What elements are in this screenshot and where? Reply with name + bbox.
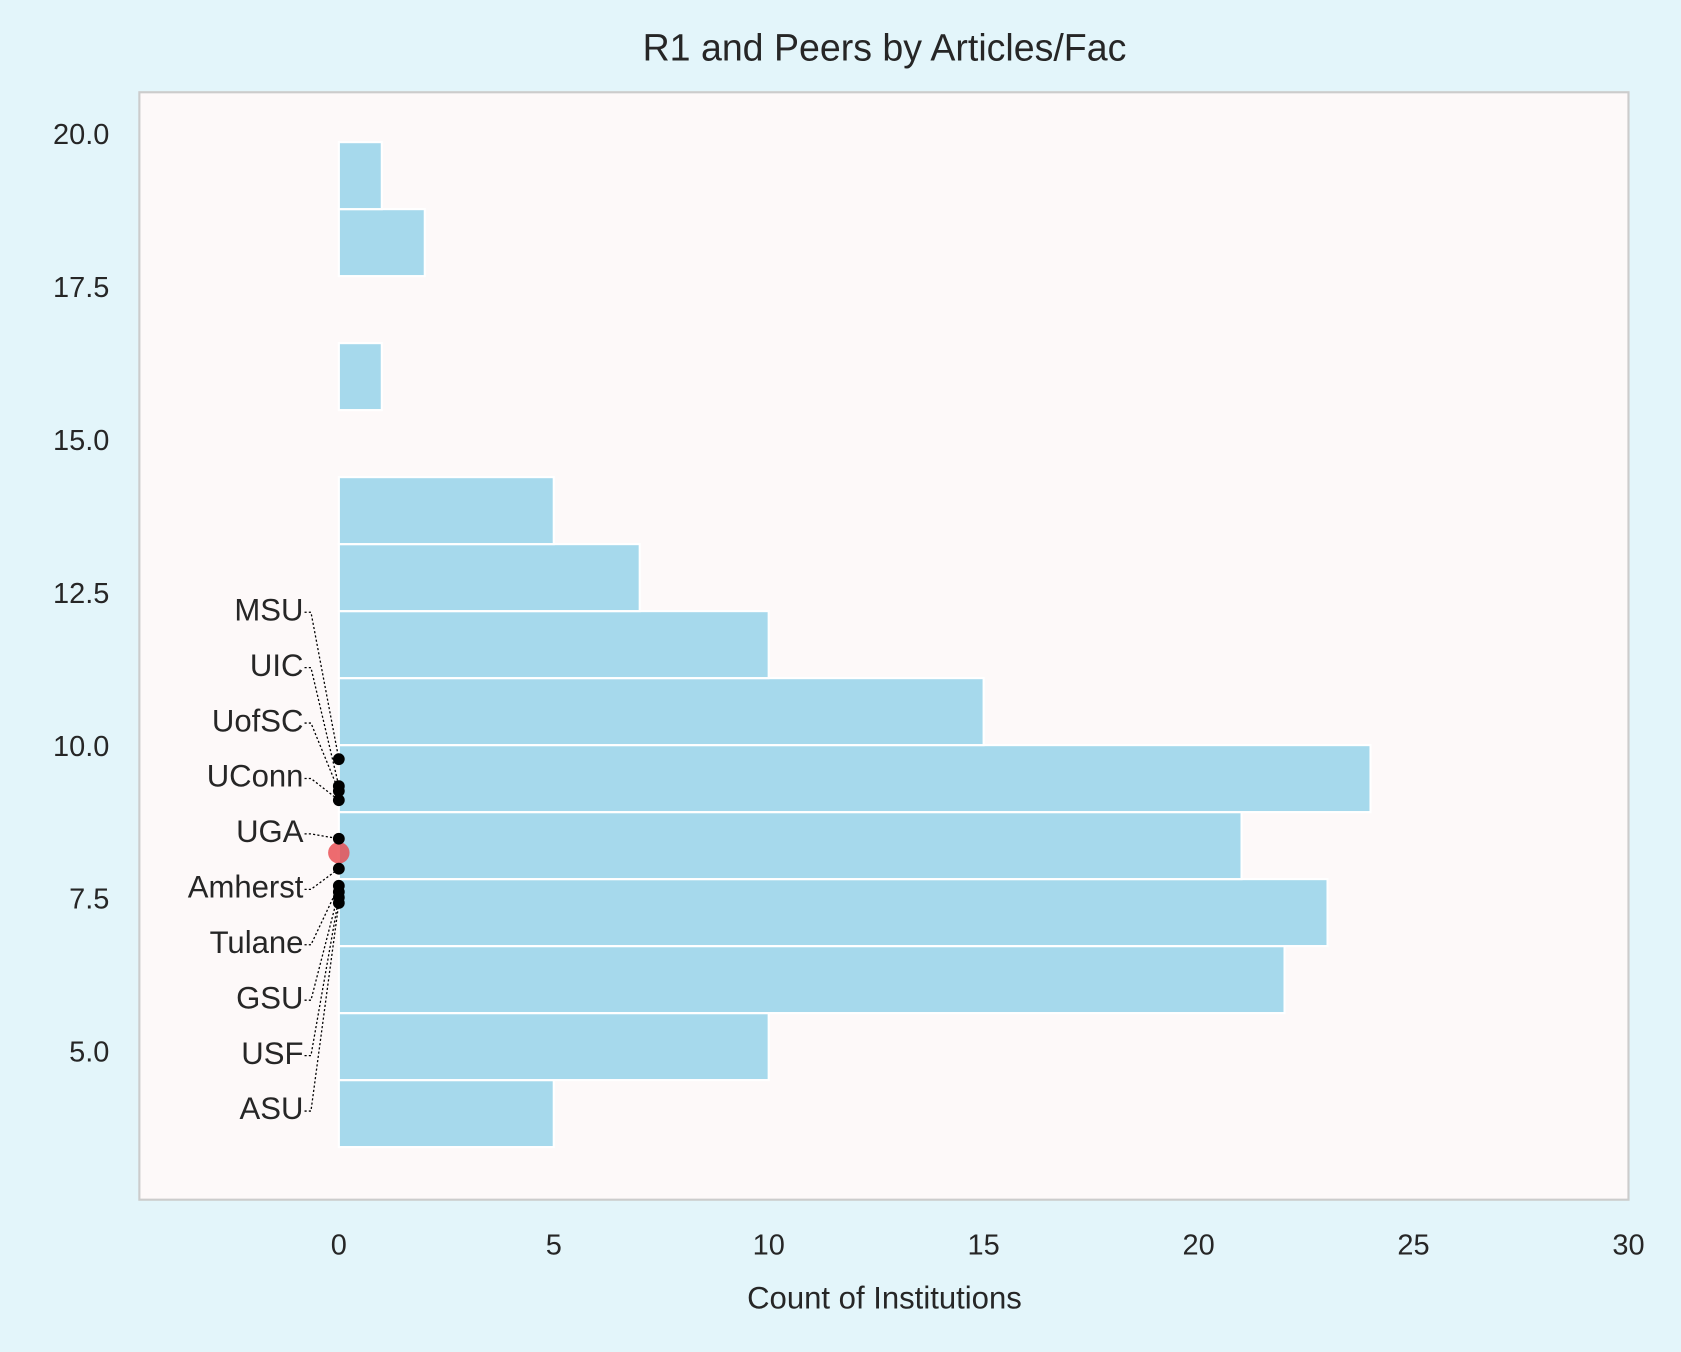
y-tick-label: 17.5 xyxy=(53,272,109,304)
connector xyxy=(304,722,340,792)
x-tick-label: 0 xyxy=(331,1230,347,1262)
y-tick-label: 10.0 xyxy=(53,731,109,763)
point-label: MSU xyxy=(234,592,303,627)
x-tick-label: 30 xyxy=(1612,1230,1644,1262)
bar xyxy=(337,208,426,278)
point-label: GSU xyxy=(236,980,303,1015)
bar xyxy=(337,945,1286,1015)
connector xyxy=(304,868,340,890)
x-tick-label: 10 xyxy=(753,1230,785,1262)
point-label: Tulane xyxy=(210,925,304,960)
bar xyxy=(337,1079,555,1149)
point xyxy=(332,832,345,845)
point xyxy=(332,753,345,766)
point-label: UofSC xyxy=(212,703,304,738)
x-tick-label: 20 xyxy=(1182,1230,1214,1262)
y-tick-label: 12.5 xyxy=(53,578,109,610)
connector xyxy=(304,777,340,801)
point-label: UConn xyxy=(207,759,304,794)
x-tick-label: 25 xyxy=(1397,1230,1429,1262)
point xyxy=(332,785,345,797)
bar xyxy=(337,543,641,613)
point-label: UGA xyxy=(236,814,304,849)
connector xyxy=(304,833,339,840)
bar xyxy=(337,1012,770,1082)
x-axis-label: Count of Institutions xyxy=(747,1281,1022,1316)
point xyxy=(332,862,345,875)
bar xyxy=(337,744,1372,814)
bar xyxy=(337,342,383,412)
point-label: ASU xyxy=(240,1091,304,1126)
bar xyxy=(337,878,1329,948)
x-tick-label: 15 xyxy=(968,1230,1000,1262)
connector xyxy=(304,885,340,946)
x-tick-label: 5 xyxy=(546,1230,562,1262)
connector xyxy=(304,666,340,787)
point-label: Amherst xyxy=(188,870,304,905)
connector xyxy=(304,891,340,1001)
bar xyxy=(337,677,985,747)
bar xyxy=(337,610,770,680)
y-tick-label: 15.0 xyxy=(53,425,109,457)
point-label: UIC xyxy=(250,648,304,683)
bar xyxy=(337,476,555,546)
bar xyxy=(337,811,1243,881)
r1-point xyxy=(328,842,350,864)
point-label: USF xyxy=(241,1036,303,1071)
connector xyxy=(304,611,340,760)
y-tick-label: 7.5 xyxy=(69,884,109,916)
point xyxy=(332,897,345,909)
connector xyxy=(304,897,340,1057)
y-tick-label: 20.0 xyxy=(53,119,109,151)
chart-title: R1 and Peers by Articles/Fac xyxy=(643,26,1127,68)
point xyxy=(332,794,345,807)
y-tick-label: 5.0 xyxy=(69,1037,109,1069)
bar xyxy=(337,141,383,211)
connector xyxy=(304,902,340,1112)
